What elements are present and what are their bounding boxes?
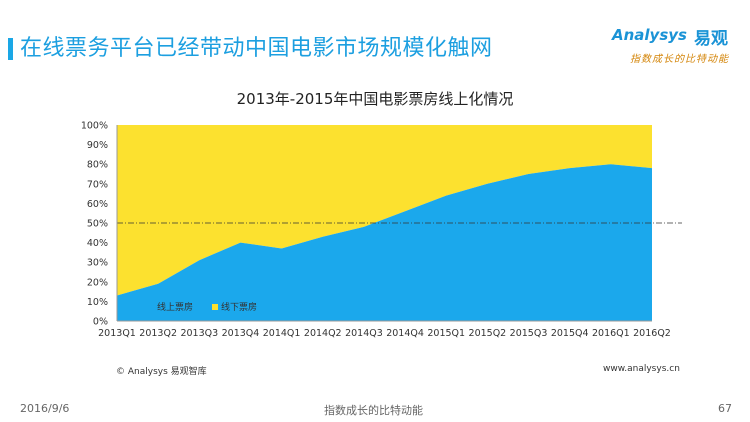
brand-logo-cn: 易观 — [694, 29, 728, 49]
x-tick-label: 2014Q2 — [304, 328, 342, 339]
y-tick-label: 80% — [87, 160, 108, 171]
brand-logo: Analysys 易观 指数成长的比特动能 — [612, 26, 740, 70]
x-tick-label: 2016Q2 — [633, 328, 671, 339]
source-url: www.analysys.cn — [603, 364, 680, 374]
brand-logo-text: Analysys — [612, 26, 687, 44]
x-tick-label: 2015Q2 — [469, 328, 507, 339]
slide-title: 在线票务平台已经带动中国电影市场规模化触网 — [20, 36, 493, 61]
y-tick-label: 100% — [81, 121, 108, 132]
x-tick-label: 2014Q3 — [345, 328, 383, 339]
y-tick-label: 50% — [87, 219, 108, 230]
source-credit: © Analysys 易观智库 — [116, 367, 207, 377]
legend-label-0: 线上票房 — [157, 301, 193, 313]
y-tick-label: 30% — [87, 258, 108, 269]
chart-title: 2013年-2015年中国电影票房线上化情况 — [236, 90, 514, 108]
x-tick-label: 2015Q1 — [427, 328, 465, 339]
footer-date: 2016/9/6 — [20, 402, 70, 415]
x-tick-label: 2015Q3 — [510, 328, 548, 339]
y-tick-label: 60% — [87, 199, 108, 210]
x-tick-label: 2013Q3 — [180, 328, 218, 339]
footer-tagline: 指数成长的比特动能 — [324, 404, 423, 417]
page-number: 67 — [718, 402, 732, 415]
y-tick-label: 10% — [87, 297, 108, 308]
legend-label-1: 线下票房 — [221, 301, 257, 313]
x-tick-label: 2013Q4 — [222, 328, 260, 339]
y-tick-label: 70% — [87, 179, 108, 190]
title-accent-bar — [8, 38, 13, 60]
series-area-0 — [117, 164, 652, 321]
x-tick-label: 2014Q4 — [386, 328, 424, 339]
x-tick-label: 2014Q1 — [263, 328, 301, 339]
x-tick-label: 2013Q1 — [98, 328, 136, 339]
legend-swatch-1 — [212, 304, 218, 310]
brand-tagline: 指数成长的比特动能 — [630, 54, 729, 65]
series-area-1 — [117, 125, 652, 296]
x-tick-label: 2015Q4 — [551, 328, 589, 339]
legend-swatch-0 — [148, 304, 154, 310]
y-tick-label: 0% — [93, 317, 108, 328]
x-tick-label: 2013Q2 — [139, 328, 177, 339]
y-tick-label: 20% — [87, 277, 108, 288]
y-tick-label: 40% — [87, 238, 108, 249]
x-tick-label: 2016Q1 — [592, 328, 630, 339]
y-tick-label: 90% — [87, 140, 108, 151]
